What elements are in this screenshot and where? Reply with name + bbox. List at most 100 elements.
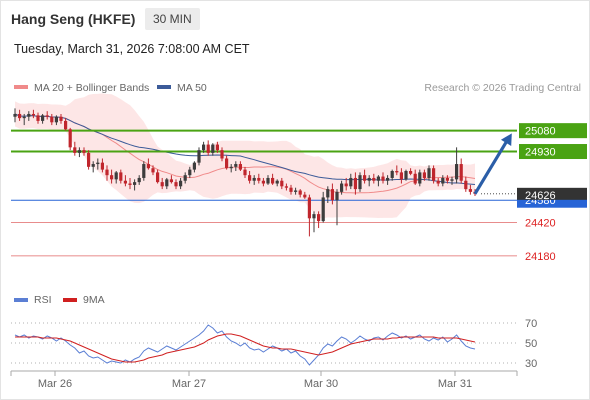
candle <box>183 172 187 184</box>
candle <box>50 113 54 126</box>
candle <box>422 169 426 181</box>
candle-body <box>326 189 330 198</box>
candle-body <box>450 179 454 181</box>
candle-body <box>215 144 219 151</box>
candle-body <box>432 168 436 181</box>
candle-body <box>367 177 371 181</box>
timeframe-badge[interactable]: 30 MIN <box>145 8 200 30</box>
rsi-line <box>14 324 476 366</box>
candle-body <box>188 169 192 176</box>
candle <box>114 171 118 184</box>
candle-body <box>390 171 394 178</box>
candle <box>165 177 169 190</box>
candle <box>321 191 325 223</box>
level-label: 24420 <box>525 217 556 229</box>
candle-body <box>238 164 242 170</box>
candle <box>105 165 109 181</box>
candle <box>312 211 316 233</box>
candle-body <box>156 172 160 183</box>
candle-body <box>165 179 169 187</box>
candle <box>330 183 334 205</box>
candle <box>59 113 63 124</box>
x-tick-label: Mar 26 <box>38 378 72 390</box>
candle-body <box>275 180 279 184</box>
legend-label: RSI <box>34 294 52 306</box>
level-label: 24930 <box>525 147 556 159</box>
candle-body <box>206 144 210 153</box>
candle-body <box>13 113 17 117</box>
candle <box>119 169 123 184</box>
candle-body <box>174 182 178 187</box>
level-label: 25080 <box>525 126 556 138</box>
candle-body <box>225 158 229 169</box>
candle-body <box>169 179 173 183</box>
candle <box>280 177 284 190</box>
candle <box>215 141 219 153</box>
projection-arrow <box>473 138 510 195</box>
candle-body <box>248 175 252 181</box>
ma9-legend-icon <box>63 298 77 302</box>
candle-body <box>376 176 380 181</box>
candle <box>77 147 81 158</box>
candle <box>257 173 261 184</box>
candle-body <box>330 189 334 201</box>
candle <box>413 169 417 185</box>
candle-body <box>87 152 91 167</box>
candle-body <box>409 171 413 174</box>
candle-body <box>192 162 196 170</box>
candle-body <box>271 177 275 184</box>
candle-body <box>142 164 146 178</box>
candle-body <box>50 116 54 123</box>
candle-body <box>252 177 256 181</box>
candle <box>13 108 17 123</box>
candle-body <box>151 168 155 173</box>
candle <box>68 127 72 151</box>
candle-body <box>234 164 238 167</box>
candle <box>18 109 22 121</box>
candle <box>335 189 339 226</box>
candle <box>275 179 279 187</box>
candle <box>363 169 367 184</box>
candle <box>395 165 399 176</box>
legend-label: MA 50 <box>177 82 207 94</box>
candle-body <box>312 214 316 219</box>
candle-body <box>381 176 385 181</box>
candle <box>22 113 26 126</box>
candle <box>146 158 150 170</box>
projection-arrowhead <box>500 133 512 146</box>
candle <box>202 141 206 153</box>
candle-body <box>422 172 426 178</box>
candle <box>82 147 86 156</box>
candle <box>464 176 468 192</box>
candle-body <box>284 186 288 188</box>
candle-body <box>77 150 81 153</box>
candle-body <box>243 169 247 176</box>
candle <box>234 161 238 171</box>
candle <box>427 165 431 181</box>
candle-body <box>261 180 265 184</box>
candle-body <box>413 173 417 184</box>
candle-body <box>211 144 215 153</box>
current-price-box <box>517 187 587 200</box>
candle-body <box>197 150 201 163</box>
level-tag <box>519 123 587 139</box>
candle-body <box>455 164 459 180</box>
legend-label: MA 20 + Bollinger Bands <box>34 82 149 94</box>
candle <box>349 173 353 190</box>
rsi-ma-line <box>15 333 476 363</box>
candle <box>326 186 330 203</box>
candle <box>358 172 362 192</box>
candle <box>340 180 344 195</box>
rsi-tick-label: 50 <box>525 338 537 350</box>
candle-body <box>128 183 132 185</box>
x-tick-label: Mar 27 <box>172 378 206 390</box>
candle-body <box>358 175 362 190</box>
candle-body <box>41 115 45 121</box>
rsi-legend-icon <box>14 298 28 302</box>
candle <box>73 141 77 156</box>
level-label: 24180 <box>525 251 556 263</box>
candle-body <box>266 177 270 184</box>
x-tick-label: Mar 30 <box>304 378 338 390</box>
candle <box>128 177 132 190</box>
candle <box>123 175 127 187</box>
